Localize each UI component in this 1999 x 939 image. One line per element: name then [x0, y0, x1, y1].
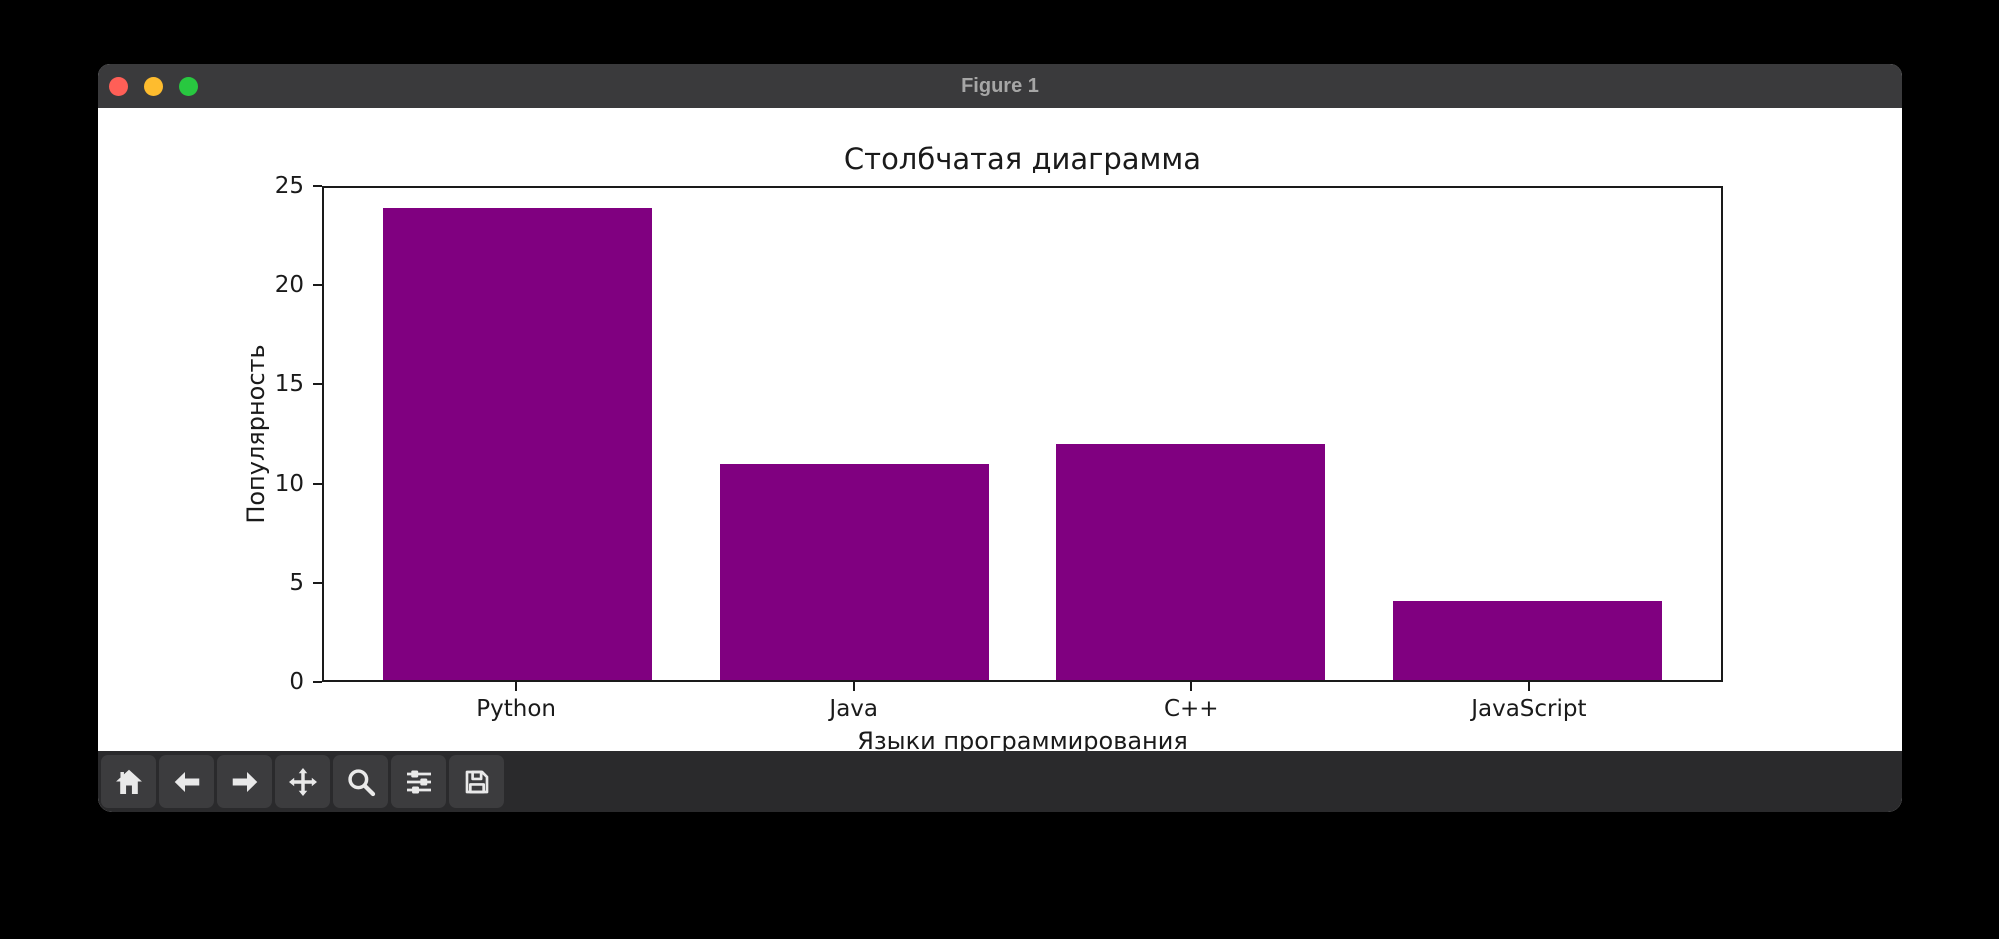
forward-arrow-icon [229, 766, 261, 798]
x-tick-mark [1190, 682, 1193, 691]
bar [719, 463, 989, 680]
toolbar-pan-button[interactable] [275, 755, 330, 808]
toolbar-back-button[interactable] [159, 755, 214, 808]
bar [1056, 443, 1326, 680]
toolbar-forward-button[interactable] [217, 755, 272, 808]
home-icon [113, 766, 145, 798]
x-tick-label: Java [829, 696, 878, 722]
y-tick-label: 20 [274, 272, 304, 299]
y-tick-mark [313, 383, 322, 386]
y-tick-label: 0 [289, 669, 304, 695]
back-arrow-icon [171, 766, 203, 798]
x-tick-mark [1527, 682, 1530, 691]
toolbar-home-button[interactable] [101, 755, 156, 808]
toolbar-configure-subplots-button[interactable] [391, 755, 446, 808]
toolbar-zoom-button[interactable] [333, 755, 388, 808]
bar [1392, 601, 1663, 680]
x-axis-label: Языки программирования [857, 727, 1188, 751]
x-tick-label: Python [476, 696, 556, 722]
x-tick-label: C++ [1163, 696, 1219, 722]
window-controls [109, 64, 198, 108]
figure-canvas: Столбчатая диаграмма Популярность Языки … [98, 108, 1902, 751]
y-tick-label: 15 [274, 371, 304, 398]
y-tick-mark [313, 681, 322, 683]
x-tick-label: JavaScript [1471, 696, 1587, 722]
sliders-icon [403, 766, 435, 798]
x-tick-mark [515, 682, 518, 691]
window-title: Figure 1 [961, 74, 1039, 97]
navigation-toolbar [98, 751, 1902, 812]
plot-area [322, 186, 1723, 682]
chart-title: Столбчатая диаграмма [843, 142, 1202, 176]
bar [382, 207, 653, 680]
zoom-magnifier-icon [345, 766, 377, 798]
save-floppy-icon [461, 766, 493, 798]
toolbar-save-button[interactable] [449, 755, 504, 808]
figure-window: Figure 1 Столбчатая диаграмма Популярнос… [98, 64, 1902, 812]
y-tick-label: 10 [274, 470, 304, 497]
minimize-button[interactable] [144, 76, 163, 96]
y-tick-mark [313, 185, 322, 187]
y-tick-mark [313, 284, 322, 287]
x-tick-mark [852, 682, 855, 691]
y-tick-label: 5 [289, 569, 304, 596]
window-titlebar: Figure 1 [98, 64, 1902, 108]
y-tick-label: 25 [274, 173, 304, 199]
y-tick-mark [313, 581, 322, 584]
pan-arrows-icon [287, 766, 319, 798]
y-tick-mark [313, 482, 322, 485]
close-button[interactable] [109, 76, 128, 96]
maximize-button[interactable] [179, 76, 198, 96]
